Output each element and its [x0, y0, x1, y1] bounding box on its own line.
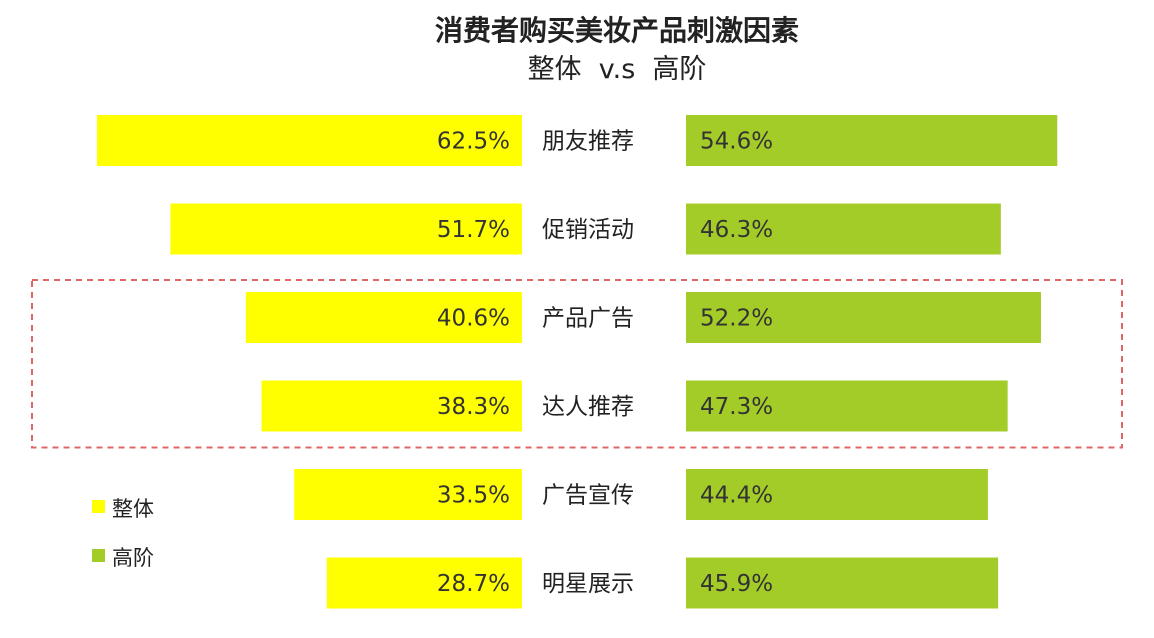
bar-overall [294, 469, 522, 520]
legend-label-overall: 整体 [112, 497, 154, 521]
bar-advanced [686, 557, 999, 609]
value-label-advanced: 52.2% [700, 306, 773, 332]
legend-swatch-advanced [92, 549, 105, 562]
bar-overall [326, 557, 522, 609]
highlight-box [31, 279, 1123, 449]
chart-subtitle: 整体 v.s 高阶 [528, 54, 707, 85]
bar-advanced [686, 115, 1058, 166]
category-label: 产品广告 [542, 306, 634, 332]
value-label-overall: 40.6% [437, 306, 510, 332]
category-label: 广告宣传 [542, 483, 634, 509]
value-label-advanced: 45.9% [700, 571, 773, 597]
legend-label-advanced: 高阶 [112, 546, 154, 570]
value-label-overall: 51.7% [437, 217, 510, 243]
legend-swatch-overall [92, 500, 105, 513]
value-label-advanced: 44.4% [700, 483, 773, 509]
bar-overall [261, 380, 522, 432]
category-label: 达人推荐 [542, 394, 634, 420]
category-label: 明星展示 [542, 571, 634, 597]
bar-overall [97, 115, 522, 166]
value-label-overall: 33.5% [437, 483, 510, 509]
bar-advanced [686, 380, 1008, 432]
category-label: 促销活动 [542, 217, 634, 243]
series-advanced-bars: 54.6% 46.3% 52.2% 47.3% 44.4% 45.9% [686, 115, 1058, 609]
category-label: 朋友推荐 [542, 129, 634, 155]
value-label-advanced: 47.3% [700, 394, 773, 420]
bar-advanced [686, 203, 1001, 255]
value-label-overall: 38.3% [437, 394, 510, 420]
bar-advanced [686, 292, 1041, 343]
value-label-advanced: 54.6% [700, 129, 773, 155]
value-label-advanced: 46.3% [700, 217, 773, 243]
bar-overall [245, 292, 523, 343]
chart-title: 消费者购买美妆产品刺激因素 [435, 14, 799, 47]
bar-advanced [686, 469, 988, 520]
legend: 整体 高阶 [92, 497, 154, 570]
value-label-overall: 28.7% [437, 571, 510, 597]
bar-overall [170, 203, 522, 255]
value-label-overall: 62.5% [437, 129, 510, 155]
series-overall-bars: 62.5% 51.7% 40.6% 38.3% 33.5% 28.7% [97, 115, 523, 609]
